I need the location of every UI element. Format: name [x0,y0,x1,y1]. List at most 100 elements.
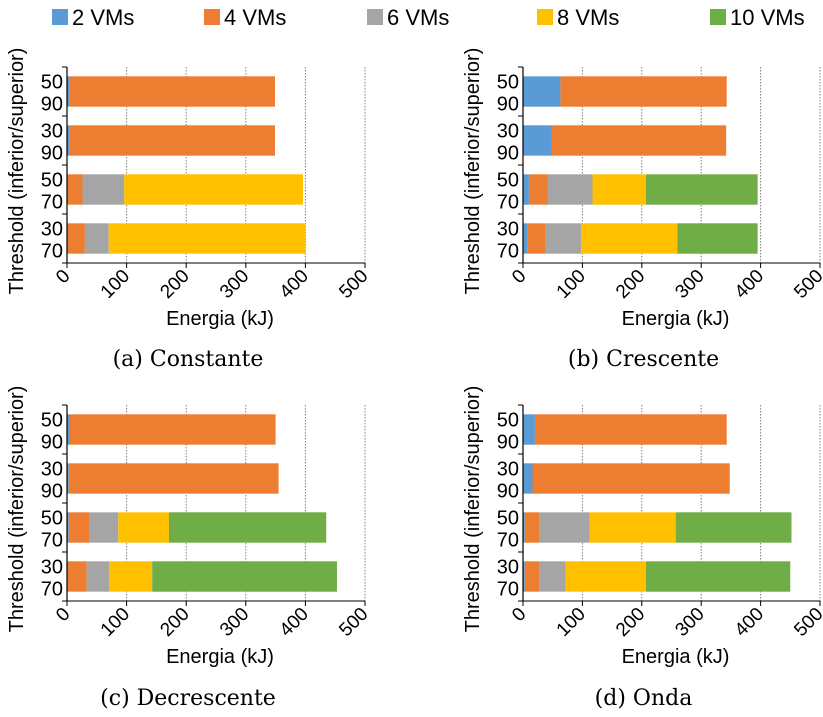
chart-caption: (d) Onda [595,686,693,711]
chart-caption: (a) Constante [113,347,264,372]
category-label: 30 [497,557,519,579]
bar-segment [592,174,646,205]
category-label: 50 [497,410,519,432]
bar-segment [645,174,758,205]
bar-segment [69,414,276,445]
bar-segment [108,223,306,254]
bar-segment [523,125,552,156]
y-axis-label: Threshold (inferior/superior) [462,386,484,633]
category-label: 90 [497,94,519,116]
x-tick-label: 0 [508,266,530,288]
legend-swatch [367,9,383,25]
x-axis-label: Energia (kJ) [622,646,730,668]
category-label: 90 [497,143,519,165]
x-tick-label: 200 [156,266,193,303]
bar-segment [82,174,125,205]
category-label: 50 [497,170,519,192]
category-label: 50 [41,410,63,432]
legend-label: 10 VMs [730,5,805,30]
legend-label: 2 VMs [72,5,134,30]
bar-segment [523,561,525,592]
y-axis-label: Threshold (inferior/superior) [6,386,28,633]
x-tick-label: 500 [790,266,823,303]
bar-segment [677,223,758,254]
x-tick-label: 200 [612,266,649,303]
bar-segment [69,76,276,107]
bar-segment [109,561,153,592]
chart-caption: (b) Crescente [568,347,719,372]
bar-segment [67,561,87,592]
category-label: 90 [497,481,519,503]
x-tick-label: 400 [276,266,313,303]
bar-segment [67,174,83,205]
x-tick-label: 500 [335,604,372,641]
bar-segment [524,561,540,592]
category-label: 30 [497,459,519,481]
category-label: 70 [497,241,519,263]
bar-segment [551,125,727,156]
bar-segment [84,223,109,254]
x-tick-label: 200 [612,604,649,641]
bar-segment [581,223,678,254]
category-label: 30 [497,219,519,241]
bar-segment [68,463,279,494]
bar-segment [528,174,548,205]
category-label: 30 [41,219,63,241]
x-tick-label: 500 [335,266,372,303]
category-label: 70 [41,579,63,601]
legend: 2 VMs 4 VMs 6 VMs 8 VMs 10 VMs [52,5,805,30]
bar-segment [589,512,676,543]
x-tick-label: 400 [276,604,313,641]
legend-item: 10 VMs [710,5,805,30]
bar-segment [523,223,528,254]
category-label: 70 [497,530,519,552]
bar-segment [523,76,561,107]
bar-segment [539,512,590,543]
legend-label: 4 VMs [224,5,286,30]
category-label: 30 [41,459,63,481]
category-label: 90 [41,432,63,454]
bar-segment [545,223,582,254]
bar-segment [118,512,169,543]
bar-segment [89,512,119,543]
x-tick-label: 300 [671,604,708,641]
category-label: 90 [41,481,63,503]
x-axis-label: Energia (kJ) [166,646,274,668]
bar-segment [539,561,566,592]
category-label: 90 [497,432,519,454]
bar-segment [527,223,546,254]
bar-segment [86,561,110,592]
bar-segment [67,76,70,107]
bar-segment [67,223,85,254]
bar-segment [67,463,69,494]
bar-segment [560,76,727,107]
legend-item: 2 VMs [52,5,134,30]
category-label: 70 [41,530,63,552]
bar-segment [124,174,304,205]
bar-segment [675,512,792,543]
bar-segment [523,414,535,445]
x-tick-label: 100 [97,266,134,303]
x-tick-label: 0 [52,604,74,626]
x-tick-label: 0 [52,266,74,288]
bar-segment [69,125,276,156]
category-label: 50 [497,72,519,94]
bar-segment [67,414,70,445]
x-tick-label: 400 [731,266,768,303]
category-label: 50 [41,72,63,94]
legend-label: 8 VMs [557,5,619,30]
bar-segment [523,463,533,494]
y-axis-label: Threshold (inferior/superior) [6,48,28,295]
x-tick-label: 500 [790,604,823,641]
category-label: 70 [497,579,519,601]
category-label: 90 [41,143,63,165]
legend-item: 8 VMs [537,5,619,30]
x-tick-label: 300 [216,604,253,641]
bar-segment [532,463,730,494]
